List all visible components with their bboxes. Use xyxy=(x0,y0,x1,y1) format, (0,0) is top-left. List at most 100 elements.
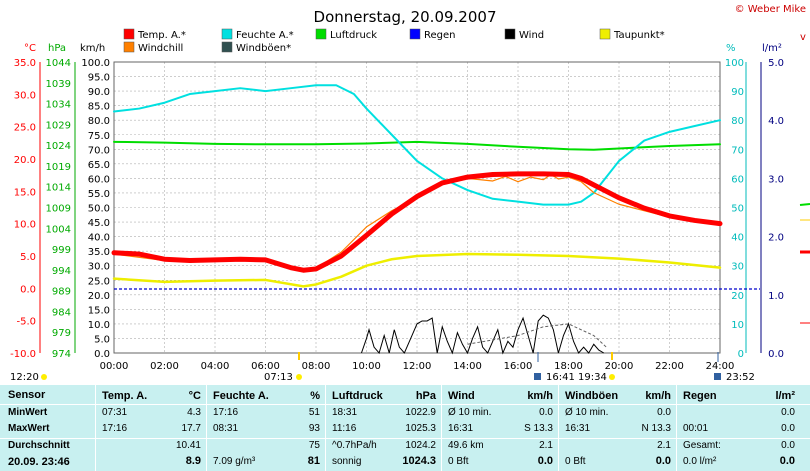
label-current: 20.09. 23:46 xyxy=(8,456,70,468)
sun-icon xyxy=(296,374,302,380)
svg-text:v: v xyxy=(800,32,806,43)
stats-group-5: Regen l/m² 0.0 00:01 0.0 Gesamt: 0.0 0.0 l/m² 0.… xyxy=(676,385,801,471)
legend: Temp. A.* Windchill Feuchte A.* Windböen* Lu… xyxy=(123,28,665,54)
wind-tick-label: 65.0 xyxy=(88,160,110,171)
stats-group-title: Windböen xyxy=(565,390,619,402)
pressure-tick-label: 1034 xyxy=(46,100,71,111)
stats-cell-detail: 0 Bft xyxy=(448,456,469,467)
stats-cell-value: 0.0 xyxy=(781,423,795,434)
humidity-tick-label: 40 xyxy=(731,233,744,244)
series-line-feuchtea xyxy=(113,84,721,206)
legend-swatch-6 xyxy=(504,28,516,40)
legend-swatch-4 xyxy=(315,28,327,40)
legend-swatch-0 xyxy=(123,28,135,40)
stats-cell-detail: ^0.7hPa/h xyxy=(332,440,377,451)
stats-group-unit: °C xyxy=(188,390,201,402)
x-tick-label: 06:00 xyxy=(251,361,280,372)
wind-tick-label: 15.0 xyxy=(88,305,110,316)
stats-group-unit: l/m² xyxy=(775,390,795,402)
weather-chart: Donnerstag, 20.09.2007 © Weber Mike Temp… xyxy=(10,4,810,383)
stats-group-0: Temp. A. °C 07:31 4.3 17:16 17.7 10.41 8.9 xyxy=(95,385,207,471)
stats-group-title: Temp. A. xyxy=(102,390,148,402)
stats-cell-detail: 0 Bft xyxy=(565,456,586,467)
wind-tick-label: 5.0 xyxy=(94,334,110,345)
wind-tick-label: 20.0 xyxy=(88,291,110,302)
gusts-trend-line xyxy=(467,323,607,348)
series-layer xyxy=(111,84,760,355)
marker-moon-label: 16:41 xyxy=(546,372,575,383)
stats-cell-value: 1024.3 xyxy=(402,455,436,467)
temp-tick-label: -5.0 xyxy=(16,317,36,328)
pressure-tick-label: 979 xyxy=(52,328,71,339)
stats-cell-value: 81 xyxy=(307,455,320,467)
legend-swatch-5 xyxy=(409,28,421,40)
x-tick-label: 10:00 xyxy=(352,361,381,372)
stats-group-title: Luftdruck xyxy=(332,390,383,402)
humidity-tick-label: 100 xyxy=(725,58,744,69)
wind-tick-label: 35.0 xyxy=(88,247,110,258)
wind-tick-label: 60.0 xyxy=(88,174,110,185)
stats-cell-value: 8.9 xyxy=(185,455,201,467)
radiation-unit-label: l/m² xyxy=(762,43,782,54)
stats-cell-value: 0.0 xyxy=(539,407,553,418)
x-tick-label: 02:00 xyxy=(150,361,179,372)
stats-group-3: Wind km/h Ø 10 min. 0.0 16:31 S 13.3 49.6 km 2.… xyxy=(441,385,559,471)
wind-tick-label: 95.0 xyxy=(88,73,110,84)
temp-tick-label: 25.0 xyxy=(14,123,36,134)
chart-title: Donnerstag, 20.09.2007 xyxy=(314,8,497,26)
wind-tick-label: 10.0 xyxy=(88,320,110,331)
humidity-tick-label: 20 xyxy=(731,291,744,302)
humidity-tick-label: 0 xyxy=(738,349,744,360)
stats-cell-value: 0.0 xyxy=(655,455,671,467)
humidity-tick-label: 80 xyxy=(731,116,744,127)
axes: 35.0 30.0 25.0 20.0 15.0 10.0 5.0 0.0 -5.0 -10.0 1… xyxy=(10,58,784,372)
wind-tick-label: 90.0 xyxy=(88,87,110,98)
temp-tick-label: 35.0 xyxy=(14,58,36,69)
wind-tick-label: 0.0 xyxy=(94,349,110,360)
stats-cell-detail: 49.6 km xyxy=(448,440,484,451)
humidity-tick-label: 60 xyxy=(731,174,744,185)
series-line-taupunkt xyxy=(112,252,722,288)
stats-group-4: Windböen km/h Ø 10 min. 0.0 16:31 N 13.3 2.1 0 … xyxy=(558,385,677,471)
humidity-tick-label: 90 xyxy=(731,87,744,98)
wind-tick-label: 100.0 xyxy=(81,58,110,69)
stats-cell-value: 0.0 xyxy=(781,440,795,451)
pressure-tick-label: 1004 xyxy=(46,224,71,235)
stats-cell-value: 4.3 xyxy=(187,407,201,418)
grid xyxy=(113,61,721,354)
radiation-tick-label: 2.0 xyxy=(768,233,784,244)
pressure-tick-label: 1039 xyxy=(46,79,71,90)
wind-tick-label: 75.0 xyxy=(88,131,110,142)
label-maxwert: MaxWert xyxy=(8,423,50,434)
legend-label-3: Windböen* xyxy=(236,43,291,54)
legend-label-5: Regen xyxy=(424,30,456,41)
stats-cell-value: S 13.3 xyxy=(524,423,553,434)
stats-group-title: Wind xyxy=(448,390,475,402)
temp-tick-label: 10.0 xyxy=(14,220,36,231)
label-durchschnitt: Durchschnitt xyxy=(8,440,70,451)
x-tick-label: 04:00 xyxy=(201,361,230,372)
stats-cell-value: 93 xyxy=(308,423,320,434)
temp-tick-label: 30.0 xyxy=(14,90,36,101)
stats-cell-detail: 08:31 xyxy=(213,423,239,434)
legend-swatch-3 xyxy=(221,41,233,53)
legend-label-6: Wind xyxy=(519,30,544,41)
stats-group-title: Feuchte A. xyxy=(213,390,269,402)
stats-cell-value: 2.1 xyxy=(539,440,553,451)
stats-cell-detail: 17:16 xyxy=(213,407,239,418)
series-line-tempa xyxy=(111,171,723,273)
stats-group-unit: km/h xyxy=(645,390,671,402)
stats-cell-detail: 00:01 xyxy=(683,423,709,434)
stats-cell-detail: 07:31 xyxy=(102,407,128,418)
legend-swatch-7 xyxy=(599,28,611,40)
legend-label-4: Luftdruck xyxy=(330,30,377,41)
stats-cell-value: 1025.3 xyxy=(405,423,436,434)
sun-moon-markers: 12:20 07:13 16:41 19:34 23:52 xyxy=(10,352,755,383)
stats-cell-detail: Ø 10 min. xyxy=(565,407,609,418)
stats-cell-detail: 11:16 xyxy=(332,423,357,434)
stats-cell-value: 51 xyxy=(308,407,320,418)
stats-group-title: Regen xyxy=(683,390,717,402)
wind-line xyxy=(360,314,605,355)
stats-cell-value: 10.41 xyxy=(175,440,201,451)
legend-label-0: Temp. A.* xyxy=(137,30,186,41)
